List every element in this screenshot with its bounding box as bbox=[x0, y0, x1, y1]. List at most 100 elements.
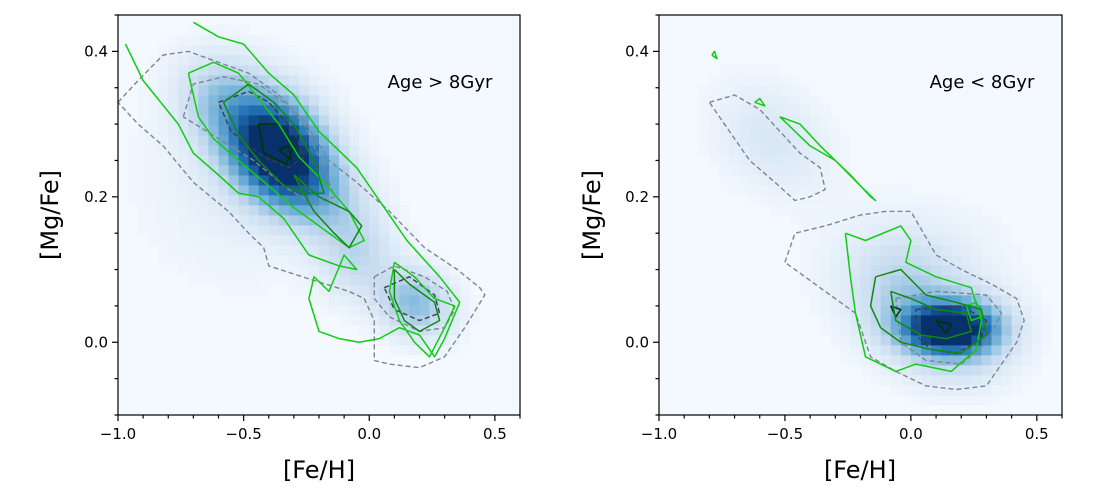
right-heatmap-cell bbox=[719, 155, 730, 166]
right-heatmap-cell bbox=[951, 255, 962, 266]
right-heatmap-cell bbox=[880, 185, 892, 196]
left-heatmap-cell bbox=[308, 175, 320, 186]
right-heatmap-cell bbox=[1031, 285, 1043, 296]
right-heatmap-cell bbox=[1001, 255, 1013, 266]
left-heatmap-cell bbox=[329, 265, 340, 276]
right-heatmap-cell bbox=[951, 315, 962, 326]
right-heatmap-cell bbox=[759, 135, 771, 146]
right-heatmap-cell bbox=[769, 65, 781, 76]
right-heatmap-cell bbox=[860, 335, 871, 346]
right-heatmap-cell bbox=[920, 205, 932, 216]
right-heatmap-cell bbox=[971, 225, 982, 236]
right-heatmap-cell bbox=[789, 95, 801, 106]
right-heatmap-cell bbox=[719, 115, 730, 126]
right-heatmap-cell bbox=[941, 315, 952, 326]
left-heatmap-cell bbox=[218, 125, 229, 136]
right-heatmap-cell bbox=[840, 265, 851, 276]
left-heatmap-cell bbox=[329, 85, 340, 96]
left-heatmap-cell bbox=[158, 185, 169, 196]
left-heatmap-cell bbox=[238, 205, 250, 216]
left-heatmap-cell bbox=[329, 305, 340, 316]
left-heatmap-cell bbox=[158, 45, 169, 56]
right-heatmap-cell bbox=[789, 75, 801, 86]
right-heatmap-cell bbox=[890, 375, 902, 386]
left-heatmap-cell bbox=[319, 215, 330, 226]
left-heatmap-cell bbox=[198, 75, 209, 86]
left-heatmap-cell bbox=[238, 55, 250, 66]
left-heatmap-cell bbox=[218, 245, 229, 256]
right-heatmap-cell bbox=[961, 385, 972, 396]
left-heatmap-cell bbox=[178, 145, 189, 156]
right-heatmap-cell bbox=[890, 235, 902, 246]
right-heatmap-cell bbox=[981, 355, 992, 366]
left-heatmap-cell bbox=[389, 345, 400, 356]
right-heatmap-cell bbox=[991, 355, 1002, 366]
right-contour-light-green bbox=[779, 116, 877, 202]
left-heatmap-cell bbox=[268, 255, 280, 266]
left-heatmap-cell bbox=[228, 115, 239, 126]
right-heatmap-cell bbox=[810, 175, 821, 186]
right-heatmap-cell bbox=[749, 65, 761, 76]
left-heatmap-cell bbox=[369, 205, 380, 216]
left-heatmap-cell bbox=[178, 45, 189, 56]
left-heatmap-cell bbox=[168, 95, 179, 106]
left-heatmap-cell bbox=[138, 175, 149, 186]
left-heatmap-cell bbox=[148, 145, 159, 156]
left-heatmap-cell bbox=[268, 165, 280, 176]
left-heatmap-cell bbox=[268, 75, 280, 86]
right-heatmap-cell bbox=[900, 345, 912, 356]
right-heatmap-cell bbox=[910, 265, 922, 276]
right-heatmap-cell bbox=[820, 105, 831, 116]
right-heatmap-cell bbox=[1021, 325, 1033, 336]
left-heatmap-cell bbox=[158, 95, 169, 106]
right-heatmap-cell bbox=[1011, 375, 1023, 386]
right-heatmap-cell bbox=[981, 385, 992, 396]
right-heatmap-cell bbox=[820, 305, 831, 316]
right-heatmap-cell bbox=[961, 285, 972, 296]
right-heatmap-cell bbox=[789, 205, 801, 216]
right-heatmap-cell bbox=[951, 395, 962, 406]
right-heatmap-cell bbox=[1001, 275, 1013, 286]
right-heatmap-cell bbox=[810, 115, 821, 126]
left-heatmap-cell bbox=[238, 45, 250, 56]
right-heatmap-cell bbox=[1011, 275, 1023, 286]
left-heatmap-cell bbox=[329, 155, 340, 166]
left-heatmap-cell bbox=[349, 105, 360, 116]
left-heatmap-cell bbox=[228, 245, 239, 256]
right-heatmap-cell bbox=[820, 175, 831, 186]
left-heatmap-cell bbox=[228, 135, 239, 146]
left-heatmap-cell bbox=[138, 195, 149, 206]
left-heatmap-cell bbox=[188, 165, 199, 176]
right-heatmap-cell bbox=[820, 315, 831, 326]
left-heatmap-cell bbox=[158, 245, 169, 256]
right-heatmap-cell bbox=[971, 385, 982, 396]
left-heatmap-cell bbox=[429, 255, 440, 266]
right-heatmap-cell bbox=[840, 335, 851, 346]
left-heatmap-cell bbox=[439, 255, 451, 266]
left-heatmap-cell bbox=[238, 85, 250, 96]
right-heatmap-cell bbox=[1011, 385, 1023, 396]
right-heatmap-cell bbox=[870, 275, 882, 286]
right-heatmap-cell bbox=[910, 245, 922, 256]
right-heatmap-cell bbox=[971, 395, 982, 406]
left-heatmap-cell bbox=[268, 225, 280, 236]
right-heatmap-cell bbox=[900, 265, 912, 276]
right-heatmap-cell bbox=[769, 135, 781, 146]
right-heatmap-cell bbox=[981, 395, 992, 406]
left-heatmap-cell bbox=[248, 215, 260, 226]
right-heatmap-cell bbox=[870, 345, 882, 356]
left-heatmap-cell bbox=[288, 215, 300, 226]
left-heatmap-cell bbox=[278, 205, 290, 216]
left-heatmap-cell bbox=[208, 135, 219, 146]
left-heatmap-cell bbox=[449, 345, 461, 356]
right-heatmap-cell bbox=[981, 235, 992, 246]
left-contours bbox=[118, 21, 486, 369]
right-heatmap-cell bbox=[870, 205, 882, 216]
left-heatmap-cell bbox=[429, 275, 440, 286]
right-heatmap-cell bbox=[729, 115, 740, 126]
right-heatmap-cell bbox=[820, 225, 831, 236]
left-heatmap-cell bbox=[298, 185, 310, 196]
right-heatmap-cell bbox=[840, 245, 851, 256]
left-heatmap-cell bbox=[319, 95, 330, 106]
